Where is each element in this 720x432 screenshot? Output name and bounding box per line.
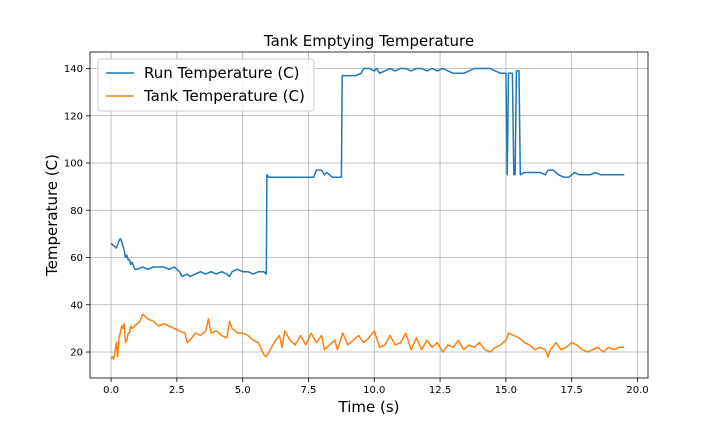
x-axis-label: Time (s) [338, 398, 400, 416]
y-axis-label: Temperature (C) [43, 154, 61, 277]
legend-box [97, 58, 315, 112]
y-tick-label: 80 [70, 206, 83, 217]
x-tick-label: 12.5 [429, 385, 451, 396]
y-tick-label: 40 [70, 300, 83, 311]
y-tick-label: 60 [70, 253, 83, 264]
legend-label: Tank Temperature (C) [143, 87, 305, 105]
plot-frame [89, 51, 649, 379]
x-tick-label: 17.5 [561, 385, 583, 396]
x-tick-label: 0.0 [103, 385, 119, 396]
legend: Run Temperature (C) Tank Temperature (C) [97, 58, 315, 112]
y-tick-label: 120 [64, 111, 83, 122]
y-tick-label: 140 [64, 64, 83, 75]
x-tick-label: 10.0 [363, 385, 385, 396]
x-tick-label: 7.5 [301, 385, 317, 396]
legend-label: Run Temperature (C) [144, 64, 300, 82]
x-tick-label: 2.5 [169, 385, 185, 396]
x-tick-label: 20.0 [626, 385, 648, 396]
run-temperature-line [110, 67, 625, 278]
y-tick-label: 20 [70, 348, 83, 359]
plot-area [110, 67, 625, 360]
axis-ticks: 0.0 2.5 5.0 7.5 10.0 12.5 15.0 17.5 20.0 20 40 60 80… [64, 64, 649, 396]
chart-title: Tank Emptying Temperature [263, 32, 474, 50]
x-tick-label: 15.0 [495, 385, 517, 396]
y-tick-label: 100 [64, 159, 83, 170]
x-tick-label: 5.0 [235, 385, 251, 396]
tank-temperature-line [110, 313, 625, 360]
